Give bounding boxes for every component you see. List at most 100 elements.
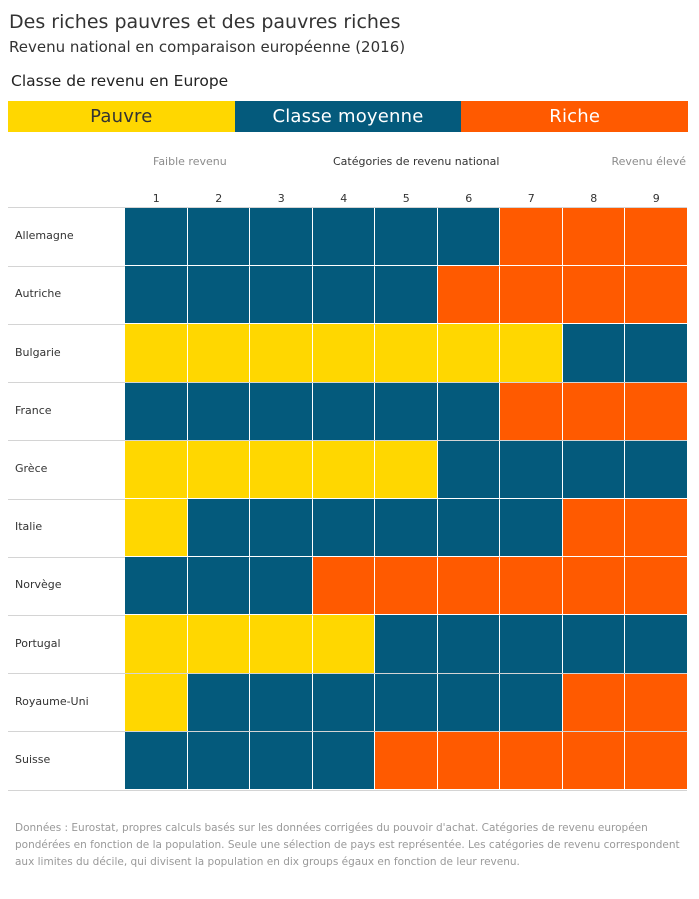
heatmap-cell[interactable] — [250, 499, 312, 557]
heatmap-cell[interactable] — [250, 440, 312, 498]
column-label-1: 1 — [152, 192, 160, 205]
heatmap-cell[interactable] — [375, 615, 437, 673]
heatmap-cell[interactable] — [437, 615, 499, 673]
heatmap-cell[interactable] — [562, 440, 624, 498]
heatmap-cell[interactable] — [375, 382, 437, 440]
heatmap-cell[interactable] — [312, 731, 374, 789]
row-divider — [8, 789, 687, 791]
heatmap-cell[interactable] — [437, 208, 499, 266]
heatmap-cell[interactable] — [375, 208, 437, 266]
heatmap-cell[interactable] — [500, 673, 562, 731]
heatmap-cell[interactable] — [437, 557, 499, 615]
heatmap-cell[interactable] — [375, 557, 437, 615]
row-label: Suisse — [15, 752, 51, 766]
heatmap-cell[interactable] — [250, 208, 312, 266]
heatmap-cell[interactable] — [437, 266, 499, 324]
heatmap-cell[interactable] — [250, 731, 312, 789]
heatmap-cell[interactable] — [312, 615, 374, 673]
heatmap-cell[interactable] — [625, 673, 687, 731]
heatmap-cell[interactable] — [437, 731, 499, 789]
heatmap-cell[interactable] — [625, 557, 687, 615]
heatmap-cell[interactable] — [625, 208, 687, 266]
heatmap-cell[interactable] — [125, 208, 187, 266]
heatmap-cell[interactable] — [375, 440, 437, 498]
heatmap-cell[interactable] — [312, 499, 374, 557]
heatmap-cell[interactable] — [187, 731, 249, 789]
heatmap-cell[interactable] — [437, 440, 499, 498]
heatmap-cell[interactable] — [125, 673, 187, 731]
heatmap-cell[interactable] — [562, 673, 624, 731]
heatmap-cell[interactable] — [312, 208, 374, 266]
heatmap-cell[interactable] — [125, 266, 187, 324]
heatmap-cell[interactable] — [125, 615, 187, 673]
legend-item-classe-moyenne[interactable]: Classe moyenne — [234, 101, 462, 132]
heatmap-cell[interactable] — [312, 557, 374, 615]
heatmap-cell[interactable] — [625, 382, 687, 440]
heatmap-cell[interactable] — [125, 382, 187, 440]
heatmap-cell[interactable] — [500, 266, 562, 324]
heatmap-cell[interactable] — [187, 673, 249, 731]
heatmap-cell[interactable] — [562, 557, 624, 615]
heatmap-cell[interactable] — [437, 673, 499, 731]
heatmap-cell[interactable] — [562, 266, 624, 324]
heatmap-cell[interactable] — [125, 324, 187, 382]
column-label-2: 2 — [215, 192, 223, 205]
heatmap-cell[interactable] — [437, 499, 499, 557]
heatmap-cell[interactable] — [500, 499, 562, 557]
heatmap-cell[interactable] — [250, 266, 312, 324]
heatmap-cell[interactable] — [250, 615, 312, 673]
heatmap-cell[interactable] — [500, 324, 562, 382]
heatmap-cell[interactable] — [500, 440, 562, 498]
heatmap-cell[interactable] — [125, 440, 187, 498]
heatmap-cell[interactable] — [625, 731, 687, 789]
heatmap-cell[interactable] — [562, 382, 624, 440]
heatmap-cell[interactable] — [250, 673, 312, 731]
heatmap-cell[interactable] — [500, 208, 562, 266]
heatmap-cell[interactable] — [437, 382, 499, 440]
legend-item-riche[interactable]: Riche — [461, 101, 689, 132]
heatmap-cell[interactable] — [187, 440, 249, 498]
heatmap-cell[interactable] — [125, 731, 187, 789]
heatmap-cell[interactable] — [625, 499, 687, 557]
heatmap-cell[interactable] — [312, 382, 374, 440]
heatmap-cell[interactable] — [625, 615, 687, 673]
heatmap-cell[interactable] — [250, 557, 312, 615]
heatmap-cell[interactable] — [250, 324, 312, 382]
heatmap-cell[interactable] — [375, 324, 437, 382]
heatmap-cell[interactable] — [187, 499, 249, 557]
heatmap-cell[interactable] — [562, 499, 624, 557]
heatmap-cell[interactable] — [625, 440, 687, 498]
heatmap-cell[interactable] — [562, 324, 624, 382]
legend-bar: Pauvre Classe moyenne Riche — [8, 101, 689, 132]
heatmap-cell[interactable] — [187, 208, 249, 266]
chart-subtitle: Revenu national en comparaison européenn… — [9, 38, 406, 56]
heatmap-cell[interactable] — [312, 324, 374, 382]
heatmap-cell[interactable] — [312, 266, 374, 324]
heatmap-cell[interactable] — [187, 324, 249, 382]
heatmap-cell[interactable] — [125, 499, 187, 557]
heatmap-cell[interactable] — [250, 382, 312, 440]
heatmap-cell[interactable] — [500, 382, 562, 440]
heatmap-cell[interactable] — [625, 266, 687, 324]
heatmap-cell[interactable] — [562, 208, 624, 266]
heatmap-cell[interactable] — [187, 266, 249, 324]
heatmap-cell[interactable] — [375, 266, 437, 324]
heatmap-cell[interactable] — [625, 324, 687, 382]
heatmap-cell[interactable] — [375, 731, 437, 789]
legend-item-pauvre[interactable]: Pauvre — [8, 101, 235, 132]
heatmap-cell[interactable] — [187, 615, 249, 673]
heatmap-cell[interactable] — [375, 673, 437, 731]
heatmap-cell[interactable] — [125, 557, 187, 615]
heatmap-cell[interactable] — [437, 324, 499, 382]
heatmap-cell[interactable] — [312, 673, 374, 731]
heatmap-cell[interactable] — [500, 731, 562, 789]
grid-top-line — [8, 207, 687, 208]
heatmap-cell[interactable] — [500, 615, 562, 673]
heatmap-cell[interactable] — [562, 615, 624, 673]
heatmap-cell[interactable] — [375, 499, 437, 557]
heatmap-cell[interactable] — [187, 382, 249, 440]
heatmap-cell[interactable] — [312, 440, 374, 498]
heatmap-cell[interactable] — [500, 557, 562, 615]
heatmap-cell[interactable] — [562, 731, 624, 789]
heatmap-cell[interactable] — [187, 557, 249, 615]
